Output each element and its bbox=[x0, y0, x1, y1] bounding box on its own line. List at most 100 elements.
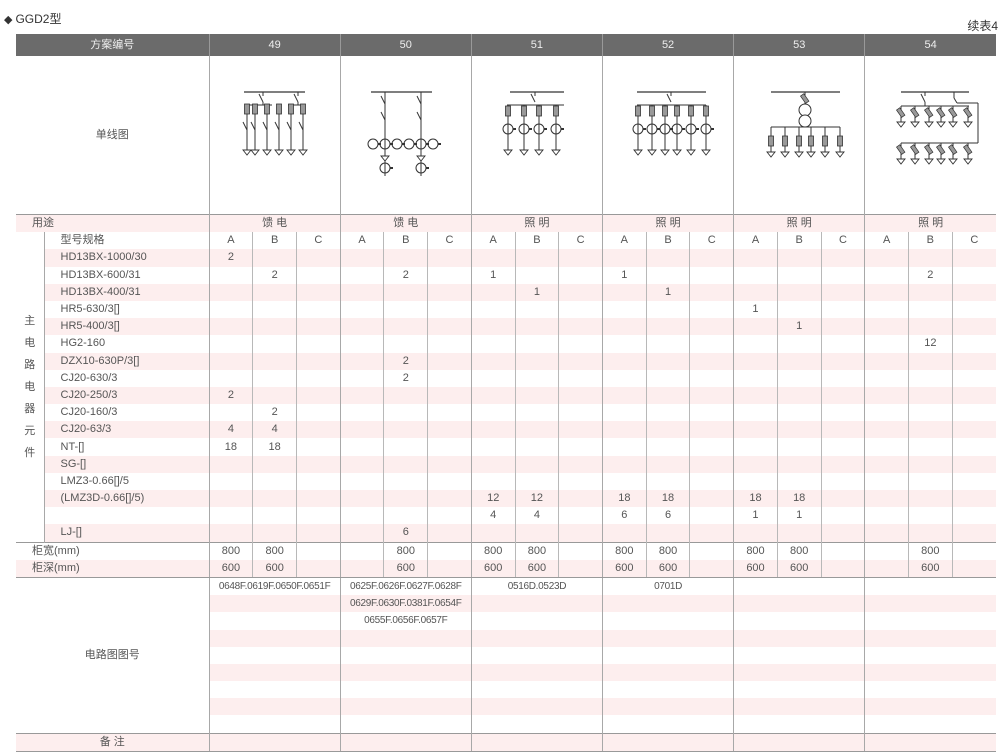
circuit-diagram-number bbox=[470, 681, 603, 699]
component-quantity bbox=[907, 438, 953, 456]
component-quantity bbox=[645, 249, 690, 267]
circuit-diagram-number bbox=[733, 715, 865, 734]
circuit-diagram-number bbox=[864, 715, 996, 734]
continuation-label: 续表4 bbox=[967, 19, 998, 33]
cabinet-width-value: 800 bbox=[208, 541, 253, 560]
component-quantity bbox=[514, 318, 559, 336]
component-quantity bbox=[951, 490, 996, 508]
component-quantity bbox=[776, 283, 822, 301]
component-quantity bbox=[427, 318, 472, 336]
component-quantity: 1 bbox=[645, 283, 690, 301]
component-quantity bbox=[733, 472, 778, 490]
component-row: HR5-400/3[] 1 bbox=[16, 318, 996, 336]
component-quantity bbox=[733, 249, 778, 267]
component-quantity: 6 bbox=[645, 507, 690, 525]
component-quantity bbox=[558, 524, 603, 543]
component-quantity bbox=[951, 369, 996, 387]
component-row: HD13BX-1000/30 2 bbox=[16, 249, 996, 267]
component-quantity bbox=[645, 421, 690, 439]
cabinet-depth-value bbox=[689, 559, 734, 578]
component-quantity bbox=[427, 404, 472, 422]
usage-value: 照 明 bbox=[601, 214, 734, 233]
component-quantity bbox=[864, 507, 909, 525]
component-quantity bbox=[776, 404, 822, 422]
component-quantity bbox=[339, 421, 384, 439]
circuit-diagram-number bbox=[339, 681, 472, 699]
component-quantity bbox=[864, 352, 909, 370]
component-quantity bbox=[733, 455, 778, 473]
component-quantity bbox=[907, 283, 953, 301]
component-quantity bbox=[907, 421, 953, 439]
component-quantity bbox=[470, 404, 516, 422]
component-quantity bbox=[295, 300, 341, 319]
component-quantity bbox=[733, 369, 778, 387]
component-quantity bbox=[951, 352, 996, 370]
component-quantity bbox=[252, 318, 297, 336]
component-quantity: 18 bbox=[733, 490, 778, 508]
component-quantity bbox=[951, 386, 996, 405]
component-quantity bbox=[776, 369, 822, 387]
component-quantity bbox=[645, 524, 690, 543]
scheme-number-49: 49 bbox=[208, 34, 341, 56]
single-line-diagram-54 bbox=[864, 56, 996, 215]
component-quantity: 2 bbox=[252, 266, 297, 284]
circuit-diagram-number bbox=[339, 629, 472, 647]
component-quantity bbox=[427, 369, 472, 387]
remarks-value bbox=[208, 732, 341, 752]
component-quantity bbox=[558, 283, 603, 301]
component-quantity bbox=[907, 507, 953, 525]
component-quantity bbox=[295, 352, 341, 370]
circuit-diagram-number bbox=[733, 629, 865, 647]
single-line-diagram-49 bbox=[208, 56, 341, 215]
component-quantity: 2 bbox=[383, 352, 428, 370]
component-quantity bbox=[470, 438, 516, 456]
component-quantity bbox=[864, 404, 909, 422]
component-quantity bbox=[907, 249, 953, 267]
component-quantity bbox=[951, 455, 996, 473]
circuit-diagram-number bbox=[601, 629, 734, 647]
component-quantity bbox=[820, 438, 865, 456]
component-quantity bbox=[252, 335, 297, 353]
component-quantity bbox=[295, 283, 341, 301]
component-quantity bbox=[383, 300, 428, 319]
component-quantity bbox=[776, 472, 822, 490]
scheme-number-51: 51 bbox=[470, 34, 603, 56]
component-quantity bbox=[514, 404, 559, 422]
component-quantity bbox=[776, 455, 822, 473]
circuit-diagram-number bbox=[208, 681, 341, 699]
component-quantity bbox=[864, 369, 909, 387]
component-name: HR5-400/3[] bbox=[44, 318, 210, 336]
circuit-diagram-number bbox=[733, 595, 865, 613]
circuit-diagram-number bbox=[208, 715, 341, 734]
subcolumn-B: B bbox=[514, 232, 559, 250]
subcolumn-C: C bbox=[689, 232, 734, 250]
component-quantity bbox=[602, 283, 647, 301]
circuit-diagram-number bbox=[601, 663, 734, 682]
component-quantity: 1 bbox=[776, 318, 822, 336]
circuit-diagram-number bbox=[864, 612, 996, 630]
cabinet-depth-value: 600 bbox=[733, 559, 778, 578]
remarks-value bbox=[601, 732, 734, 752]
component-quantity bbox=[602, 352, 647, 370]
component-quantity bbox=[295, 404, 341, 422]
component-quantity bbox=[427, 507, 472, 525]
component-quantity bbox=[208, 283, 253, 301]
component-quantity bbox=[689, 524, 734, 543]
component-quantity bbox=[427, 300, 472, 319]
subcolumn-A: A bbox=[602, 232, 647, 250]
component-quantity bbox=[602, 438, 647, 456]
component-quantity bbox=[733, 524, 778, 543]
component-quantity bbox=[295, 472, 341, 490]
component-quantity bbox=[208, 318, 253, 336]
component-quantity bbox=[252, 472, 297, 490]
component-quantity bbox=[295, 490, 341, 508]
component-row: CJ20-63/3 4 4 bbox=[16, 421, 996, 439]
single-line-diagram-50 bbox=[339, 56, 472, 215]
component-row: LMZ3-0.66[]/5 bbox=[16, 472, 996, 490]
cabinet-depth-value bbox=[558, 559, 603, 578]
component-quantity bbox=[208, 404, 253, 422]
component-quantity bbox=[645, 352, 690, 370]
component-quantity bbox=[427, 438, 472, 456]
cabinet-depth-value bbox=[864, 559, 909, 578]
